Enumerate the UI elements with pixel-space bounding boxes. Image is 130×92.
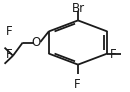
Text: O: O: [31, 36, 40, 49]
Text: F: F: [6, 25, 13, 38]
Text: F: F: [74, 78, 81, 91]
Text: F: F: [6, 48, 13, 61]
Text: F: F: [110, 48, 116, 61]
Text: Br: Br: [72, 2, 84, 15]
